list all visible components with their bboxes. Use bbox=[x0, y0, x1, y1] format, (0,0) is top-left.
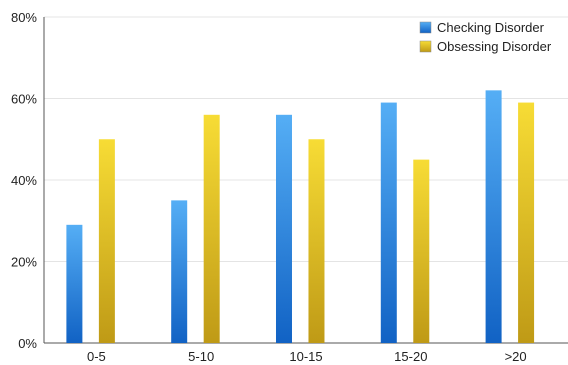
bar-obsessing-3 bbox=[413, 159, 430, 343]
bar-checking-0 bbox=[66, 224, 83, 343]
legend: Checking Disorder Obsessing Disorder bbox=[419, 20, 552, 54]
x-tick-label: 5-10 bbox=[188, 349, 214, 364]
bar-checking-2 bbox=[275, 114, 292, 343]
gridlines bbox=[44, 16, 568, 262]
bar-obsessing-0 bbox=[98, 139, 115, 343]
x-tick-label: 10-15 bbox=[289, 349, 322, 364]
bar-checking-3 bbox=[380, 102, 397, 343]
y-tick-label: 0% bbox=[18, 336, 37, 351]
y-tick-label: 40% bbox=[11, 173, 37, 188]
legend-label-checking: Checking Disorder bbox=[437, 20, 545, 35]
bar-obsessing-4 bbox=[518, 102, 535, 343]
x-tick-label: 15-20 bbox=[394, 349, 427, 364]
bar-obsessing-2 bbox=[308, 139, 325, 343]
y-tick-label: 80% bbox=[11, 10, 37, 25]
tick-labels: 0% 20% 40% 60% 80% 0-5 5-10 10-15 15-20 >20 bbox=[11, 10, 527, 364]
bars bbox=[66, 90, 535, 343]
x-tick-label: 0-5 bbox=[87, 349, 106, 364]
legend-label-obsessing: Obsessing Disorder bbox=[437, 39, 552, 54]
y-tick-label: 60% bbox=[11, 92, 37, 107]
legend-swatch-checking bbox=[419, 21, 432, 34]
x-tick-label: >20 bbox=[505, 349, 527, 364]
y-tick-label: 20% bbox=[11, 255, 37, 270]
legend-swatch-obsessing bbox=[419, 40, 432, 53]
axes bbox=[43, 17, 568, 344]
bar-checking-4 bbox=[485, 90, 502, 343]
bar-obsessing-1 bbox=[203, 114, 220, 343]
bar-checking-1 bbox=[171, 200, 188, 343]
